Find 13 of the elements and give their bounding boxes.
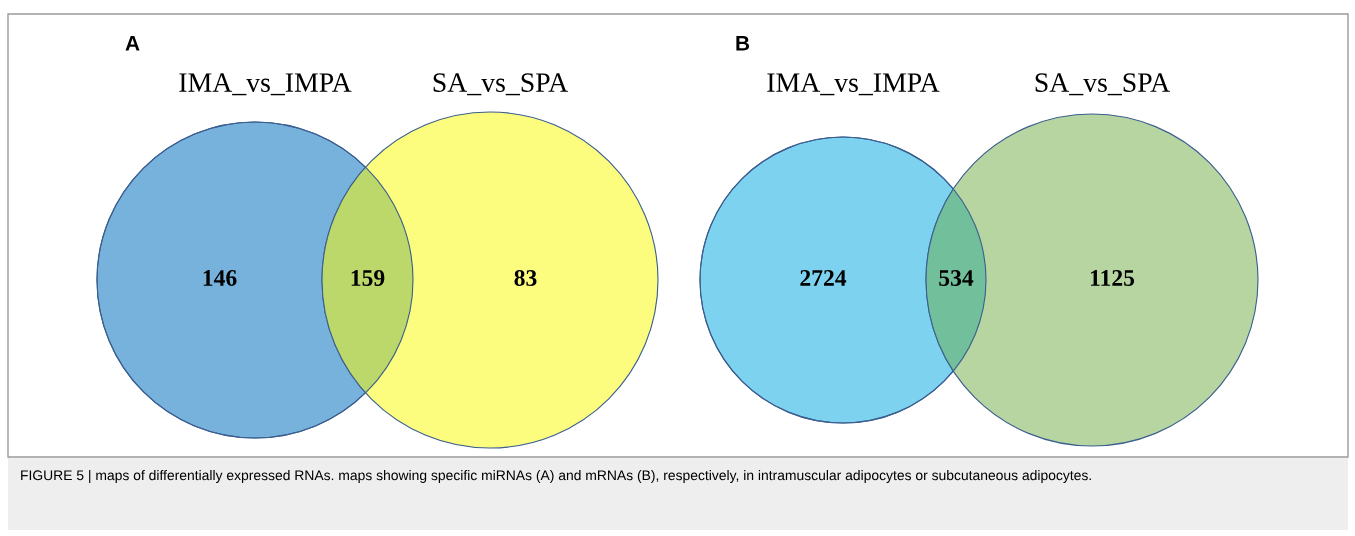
data-label: 2724 bbox=[800, 270, 847, 286]
text: B bbox=[736, 36, 750, 51]
text: A bbox=[125, 36, 140, 51]
text: IMA_vs_IMPA bbox=[179, 73, 352, 96]
text: SA_vs_SPA bbox=[433, 73, 568, 96]
data-label: 159 bbox=[351, 270, 385, 286]
data-label: 83 bbox=[514, 269, 537, 286]
text: SA_vs_SPA bbox=[1035, 73, 1170, 96]
data-label: 146 bbox=[203, 270, 237, 286]
text: IMA_vs_IMPA bbox=[767, 73, 940, 96]
caption: FIGURE 5 | maps of differentially expressed RNAs. maps showing specific miRNAs (A) and mRNAs (B), respectively, in intramuscular adipocytes or subcutaneous adipocytes. bbox=[21, 470, 1091, 484]
data-label: 534 bbox=[939, 270, 974, 286]
data-label: 1125 bbox=[1090, 270, 1135, 286]
